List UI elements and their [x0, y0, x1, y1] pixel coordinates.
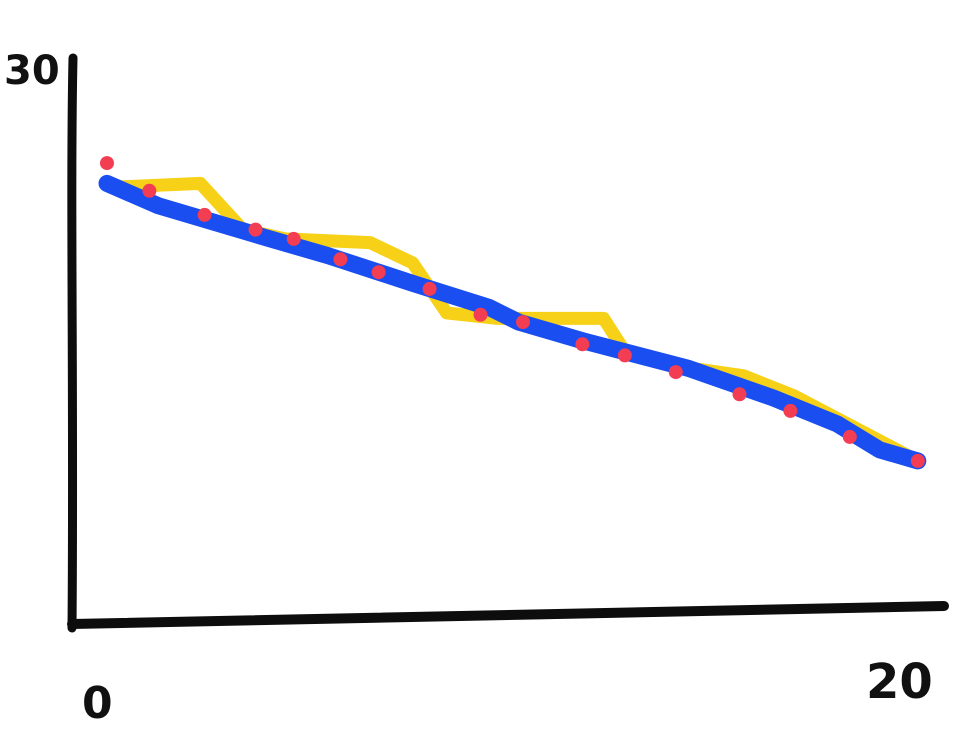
data-point-4 [286, 231, 301, 246]
x-tick-label-min: 0 [82, 678, 113, 729]
data-point-13 [732, 387, 747, 402]
data-point-10 [575, 337, 590, 352]
data-point-12 [668, 365, 683, 380]
data-point-14 [783, 403, 798, 418]
x-axis [67, 601, 949, 629]
series-layer [98, 156, 927, 470]
tick-labels: 30 0 20 [4, 48, 933, 729]
data-point-2 [197, 207, 212, 222]
data-point-6 [371, 265, 386, 280]
data-point-3 [248, 222, 263, 237]
y-tick-label-max: 30 [4, 48, 60, 94]
y-axis [67, 53, 78, 633]
x-tick-label-max: 20 [866, 654, 933, 710]
data-point-0 [100, 156, 114, 171]
data-point-7 [422, 281, 437, 296]
data-point-15 [842, 429, 857, 444]
data-point-5 [333, 252, 348, 267]
data-point-11 [617, 348, 632, 363]
data-point-8 [473, 307, 488, 322]
data-point-16 [910, 453, 925, 468]
axes [67, 53, 949, 633]
data-point-1 [142, 183, 157, 198]
data-point-9 [516, 315, 530, 330]
series-line-1 [98, 174, 927, 470]
